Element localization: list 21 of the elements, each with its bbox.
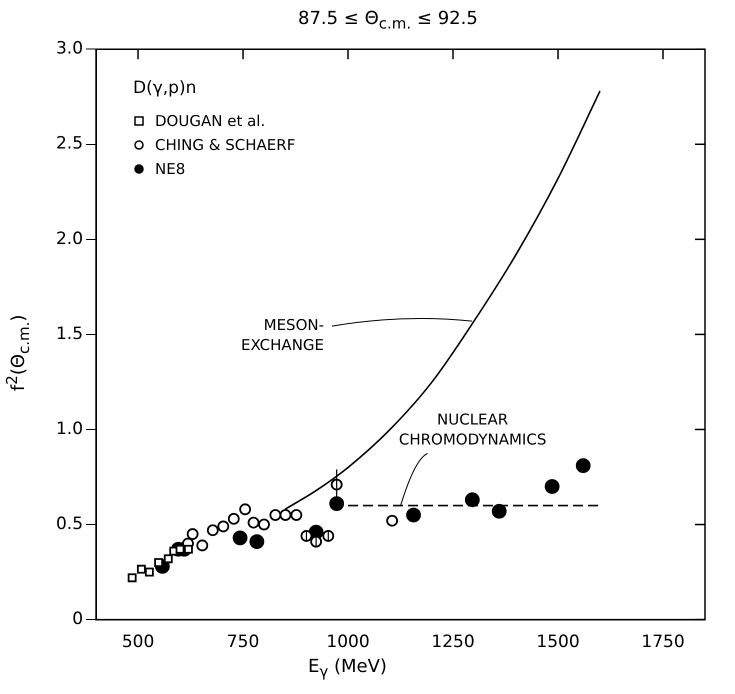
x-tick-label: 1000: [326, 632, 370, 652]
legend-label: CHING & SCHAERF: [155, 136, 296, 154]
annotation: MESON- EXCHANGE: [241, 316, 324, 354]
y-tick-label: 3.0: [56, 38, 84, 59]
x-tick-label: 500: [122, 632, 154, 652]
y-tick-label: 0: [72, 609, 84, 630]
x-tick-label: 1250: [431, 632, 475, 652]
chart-title: 87.5 ≤ Θ$_{c.m.}$ ≤ 92.5: [298, 8, 478, 33]
y-tick-label: 2.5: [56, 134, 84, 154]
y-tick-label: 0.5: [56, 514, 84, 534]
y-tick-label: 2.0: [56, 228, 84, 249]
x-tick-label: 750: [226, 632, 260, 652]
y-tick-label: 1.0: [56, 418, 84, 439]
x-axis-title: E$_{γ}$ (MeV): [308, 656, 387, 681]
legend-label: DOUGAN et al.: [155, 112, 266, 130]
y-tick-label: 1.5: [56, 324, 84, 344]
legend-title: D(γ,p)n: [133, 78, 198, 98]
x-tick-label: 1750: [641, 632, 685, 652]
annotation: NUCLEAR CHROMODYNAMICS: [398, 410, 546, 448]
x-tick-label: 1500: [536, 632, 580, 652]
legend-label: NE8: [155, 160, 186, 178]
